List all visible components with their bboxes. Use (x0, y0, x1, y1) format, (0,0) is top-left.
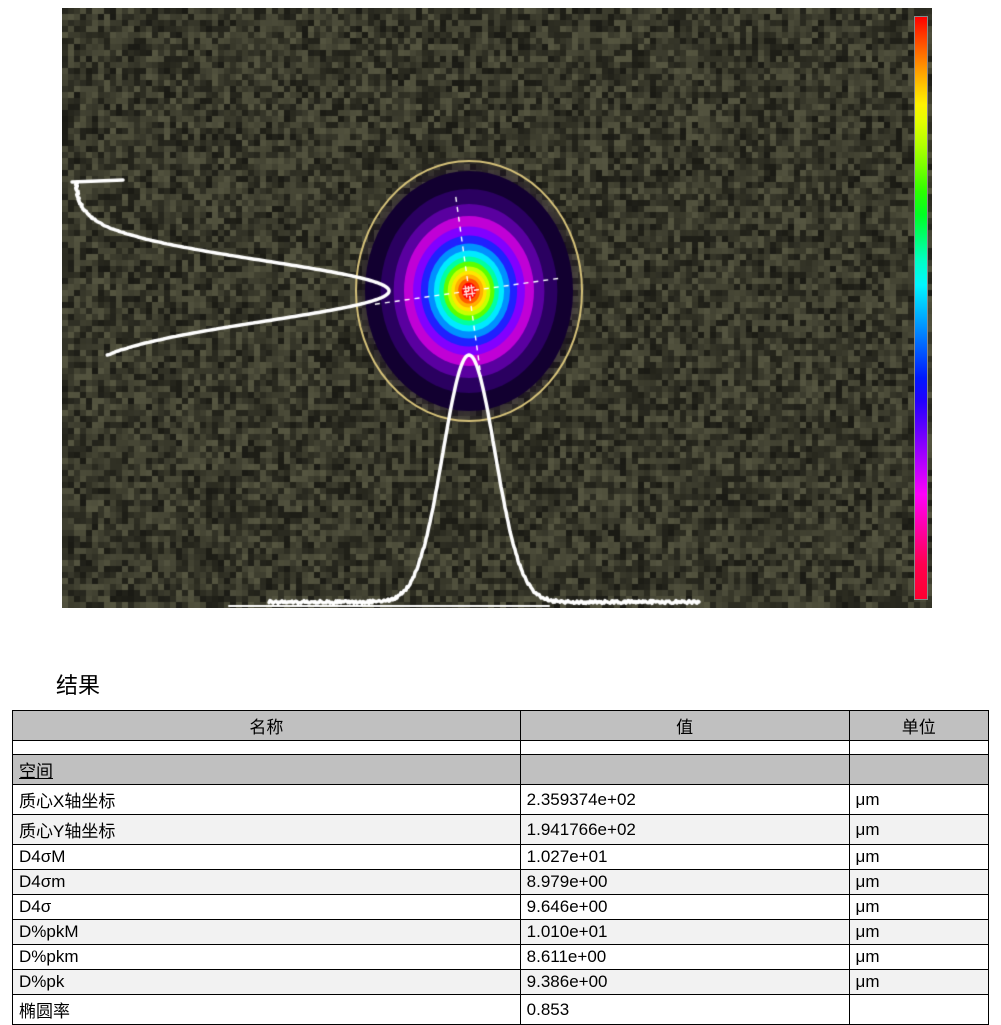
table-row: D4σm8.979e+00μm (13, 870, 989, 895)
table-row: D%pkm8.611e+00μm (13, 945, 989, 970)
cell-name: D4σ (13, 895, 521, 920)
results-title: 结果 (56, 668, 989, 700)
col-header-value: 值 (520, 711, 849, 741)
table-row: 椭圆率0.853 (13, 995, 989, 1025)
cell-unit: μm (849, 970, 988, 995)
results-table: 名称 值 单位 空间 质心X轴坐标2.359374e+02μm质心Y轴坐标1.9… (12, 710, 989, 1025)
cell-value: 8.979e+00 (520, 870, 849, 895)
col-header-name: 名称 (13, 711, 521, 741)
cell-name: 椭圆率 (13, 995, 521, 1025)
cell-name: 质心X轴坐标 (13, 785, 521, 815)
table-header-row: 名称 值 单位 (13, 711, 989, 741)
cell-name: D4σm (13, 870, 521, 895)
cell-unit: μm (849, 920, 988, 945)
table-row: D%pkM1.010e+01μm (13, 920, 989, 945)
cell-unit: μm (849, 785, 988, 815)
table-row: D4σM1.027e+01μm (13, 845, 989, 870)
cell-unit: μm (849, 870, 988, 895)
cell-name: D4σM (13, 845, 521, 870)
cell-value: 9.646e+00 (520, 895, 849, 920)
cell-value: 0.853 (520, 995, 849, 1025)
cell-unit: μm (849, 895, 988, 920)
cell-value: 1.027e+01 (520, 845, 849, 870)
results-tbody: 空间 质心X轴坐标2.359374e+02μm质心Y轴坐标1.941766e+0… (13, 741, 989, 1025)
beam-profile-image (62, 8, 932, 608)
cell-unit (849, 995, 988, 1025)
col-header-unit: 单位 (849, 711, 988, 741)
cell-unit: μm (849, 845, 988, 870)
cell-unit: μm (849, 945, 988, 970)
table-row: D%pk9.386e+00μm (13, 970, 989, 995)
beam-canvas (62, 8, 932, 608)
cell-value: 1.010e+01 (520, 920, 849, 945)
cell-value: 1.941766e+02 (520, 815, 849, 845)
table-row: 质心Y轴坐标1.941766e+02μm (13, 815, 989, 845)
section-row: 空间 (13, 755, 989, 785)
table-row: D4σ9.646e+00μm (13, 895, 989, 920)
cell-value: 2.359374e+02 (520, 785, 849, 815)
intensity-colorbar (914, 16, 928, 600)
section-label: 空间 (13, 755, 521, 785)
cell-value: 9.386e+00 (520, 970, 849, 995)
cell-name: 质心Y轴坐标 (13, 815, 521, 845)
cell-unit: μm (849, 815, 988, 845)
cell-name: D%pkM (13, 920, 521, 945)
cell-name: D%pkm (13, 945, 521, 970)
cell-name: D%pk (13, 970, 521, 995)
results-section: 结果 名称 值 单位 空间 质心X轴坐标2.359374e+02μm质心Y轴坐标… (0, 668, 1001, 1025)
cell-value: 8.611e+00 (520, 945, 849, 970)
table-row: 质心X轴坐标2.359374e+02μm (13, 785, 989, 815)
spacer-row (13, 741, 989, 755)
